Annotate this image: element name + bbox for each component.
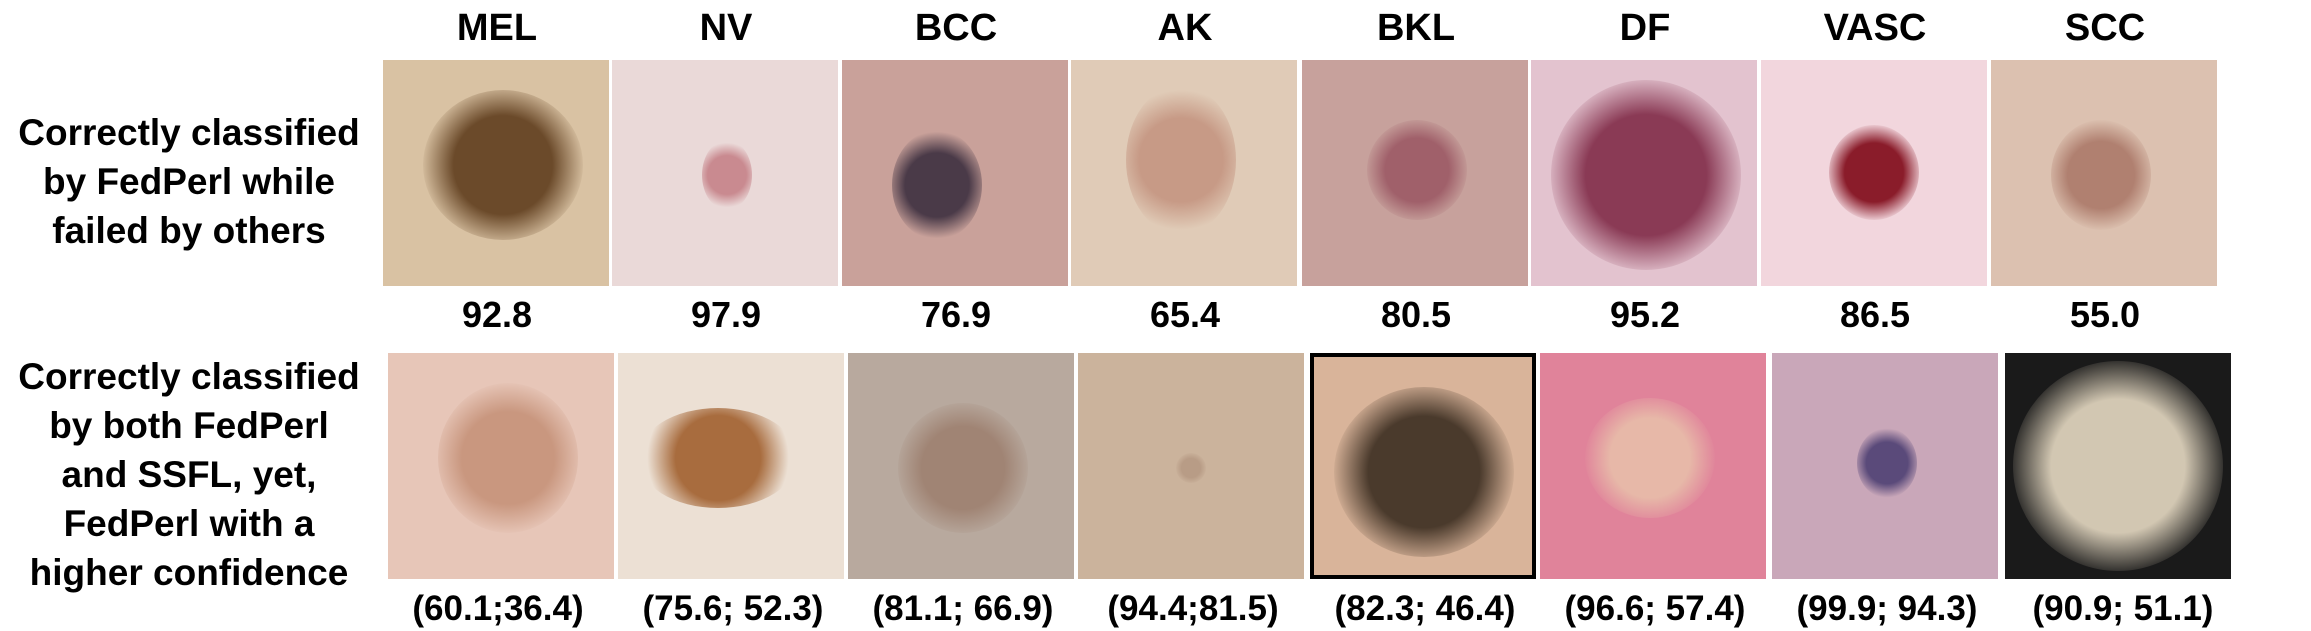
score-label: 76.9 xyxy=(920,294,992,335)
lesion xyxy=(1176,453,1206,483)
score-label: 55.0 xyxy=(2069,294,2141,335)
lesion xyxy=(1551,80,1741,270)
score-label: (96.6; 57.4) xyxy=(1564,589,1746,628)
lesion xyxy=(892,130,982,240)
image-tile xyxy=(1761,60,1987,286)
score-label: (99.9; 94.3) xyxy=(1796,589,1978,628)
score-label: (82.3; 46.4) xyxy=(1334,589,1516,628)
lesion xyxy=(1585,398,1715,518)
image-tile xyxy=(848,353,1074,579)
column-header-nv: NV xyxy=(699,7,753,49)
image-tile xyxy=(1531,60,1757,286)
lesion xyxy=(2013,361,2223,571)
image-tile xyxy=(1078,353,1304,579)
row-label-2-line: FedPerl with a xyxy=(63,503,315,544)
lesion xyxy=(898,403,1028,533)
row-label-2-line: and SSFL, yet, xyxy=(61,454,317,495)
score-label: 92.8 xyxy=(461,294,533,335)
column-header-df: DF xyxy=(1619,7,1671,49)
column-header-mel: MEL xyxy=(456,7,538,49)
lesion xyxy=(1367,120,1467,220)
image-tile xyxy=(1991,60,2217,286)
score-label: 86.5 xyxy=(1839,294,1911,335)
image-tile xyxy=(1302,60,1528,286)
score-label: (60.1;36.4) xyxy=(412,589,584,628)
column-header-scc: SCC xyxy=(2064,7,2146,49)
lesion xyxy=(1126,85,1236,235)
score-label: (81.1; 66.9) xyxy=(872,589,1054,628)
score-label: (90.9; 51.1) xyxy=(2032,589,2214,628)
score-label: 80.5 xyxy=(1380,294,1452,335)
column-header-bkl: BKL xyxy=(1376,7,1456,49)
image-tile xyxy=(612,60,838,286)
image-tile xyxy=(1772,353,1998,579)
lesion xyxy=(1334,387,1514,557)
lesion xyxy=(438,383,578,533)
lesion xyxy=(1829,125,1919,220)
lesion xyxy=(1857,428,1917,498)
image-tile xyxy=(383,60,609,286)
lesion xyxy=(702,140,752,210)
column-header-vasc: VASC xyxy=(1823,7,1927,49)
lesion xyxy=(423,90,583,240)
row-label-2-line: Correctly classified xyxy=(18,356,360,397)
score-label: (75.6; 52.3) xyxy=(642,589,824,628)
row-label-1-line: by FedPerl while xyxy=(43,161,335,202)
image-tile xyxy=(1071,60,1297,286)
lesion xyxy=(638,408,798,508)
row-label-2-line: higher confidence xyxy=(29,552,349,593)
row-label-2: Correctly classified by both FedPerl and… xyxy=(0,352,378,597)
score-label: 95.2 xyxy=(1609,294,1681,335)
row-label-1-line: Correctly classified xyxy=(18,112,360,153)
column-header-bcc: BCC xyxy=(914,7,998,49)
lesion xyxy=(2051,120,2151,230)
image-tile xyxy=(2005,353,2231,579)
image-tile xyxy=(1540,353,1766,579)
image-tile xyxy=(1310,353,1536,579)
image-tile xyxy=(618,353,844,579)
column-header-ak: AK xyxy=(1157,7,1213,49)
row-label-1-line: failed by others xyxy=(52,210,326,251)
image-tile xyxy=(388,353,614,579)
score-label: 97.9 xyxy=(690,294,762,335)
image-tile xyxy=(842,60,1068,286)
score-label: (94.4;81.5) xyxy=(1107,589,1279,628)
row-label-1: Correctly classified by FedPerl while fa… xyxy=(0,108,378,255)
score-label: 65.4 xyxy=(1149,294,1221,335)
row-label-2-line: by both FedPerl xyxy=(49,405,329,446)
